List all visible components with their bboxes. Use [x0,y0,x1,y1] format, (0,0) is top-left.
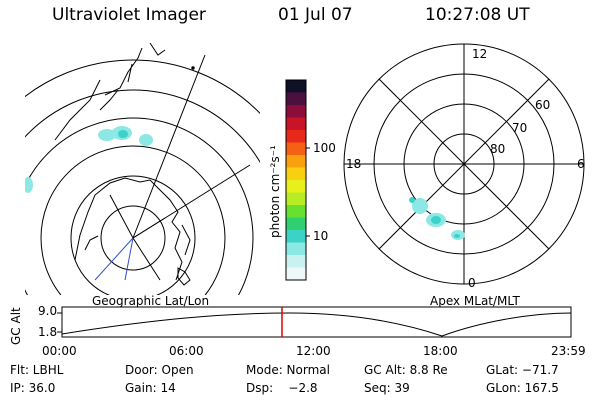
aurora-patch [409,197,415,203]
colorbar-segment [286,230,306,243]
island-coastline [177,267,191,286]
time-tick-label: 23:59 [551,344,586,358]
colorbar-segment [286,217,306,231]
colorbar-segment [286,255,306,268]
altitude-frame [61,306,572,338]
altitude-curve [61,312,572,337]
polar-axis [378,78,550,250]
mlt-label-6: 6 [577,157,585,171]
meridian-line [132,54,206,239]
coastline-fragment [181,224,191,256]
mlt-label-12: 12 [472,47,488,61]
time-label: 10:27:08 UT [425,5,530,25]
gain-label: Gain: 14 [125,381,176,395]
meridian-line [132,237,161,281]
colorbar-tick-label: 100 [313,141,336,155]
mode-label: Mode: Normal [246,363,330,377]
altitude-tick-label: 1.8 [38,325,58,339]
island-dot [191,66,195,70]
aurora-patch [118,130,128,138]
colorbar-segment [286,92,306,106]
landmass-coastline [99,47,143,111]
colorbar-segment [286,142,306,156]
lat-circle [40,145,226,295]
time-tick-label: 00:00 [42,344,77,358]
time-tick-label: 12:00 [296,344,331,358]
time-tick-label: 06:00 [169,344,204,358]
lat-circle [70,175,196,295]
colorbar-segment [286,167,306,181]
landmass-coastline [54,79,101,141]
time-tick-label: 18:00 [423,344,458,358]
aurora-patch [454,234,460,238]
aurora-patch [98,129,116,141]
meridian-line [132,217,166,239]
mlat-label-60: 60 [535,98,551,112]
ip-label: IP: 36.0 [10,381,56,395]
colorbar-segment [286,155,306,168]
colorbar-segment [286,242,306,256]
instrument-title: Ultraviolet Imager [52,5,206,25]
colorbar-segment [286,180,306,193]
aurora-patch [25,177,33,193]
dsp-label: Dsp: −2.8 [246,381,318,395]
geo-plot-title: Geographic Lat/Lon [92,294,210,308]
altitude-axis-label: GC Alt [9,307,23,345]
date-label: 01 Jul 07 [278,5,353,25]
lat-circle [25,59,260,115]
lat-circle [100,205,166,271]
mlt-label-18: 18 [346,157,362,171]
colorbar-segment [286,205,306,218]
polar-plot-title: Apex MLat/MLT [430,294,520,308]
filter-label: Flt: LBHL [10,363,64,377]
aurora-patch [139,134,153,146]
door-label: Door: Open [125,363,194,377]
lat-circle [25,117,254,295]
colorbar-segment [286,267,306,281]
glon-label: GLon: 167.5 [486,381,559,395]
aurora-patch [412,198,428,214]
colorbar-segment [286,80,306,93]
colorbar-tick-label: 10 [313,229,329,243]
seq-label: Seq: 39 [364,381,410,395]
continent-coastline [74,177,183,281]
glat-label: GLat: −71.7 [486,363,559,377]
meridian-line [109,194,134,239]
landmass-coastline [149,42,166,56]
altitude-tick-label: 9.0 [38,304,58,318]
colorbar-segment [286,130,306,143]
mlat-label-80: 80 [490,142,506,156]
colorbar-segment [286,117,306,131]
gc-alt-label: GC Alt: 8.8 Re [364,363,448,377]
colorbar-segment [286,192,306,206]
colorbar-frame [285,79,307,281]
aurora-patch [431,216,441,224]
mlt-label-0: 0 [468,276,476,290]
mlat-label-70: 70 [512,121,528,135]
lat-circle [25,89,260,164]
meridian-line [124,237,134,281]
colorbar-segment [286,105,306,118]
meridian-line [94,237,134,281]
